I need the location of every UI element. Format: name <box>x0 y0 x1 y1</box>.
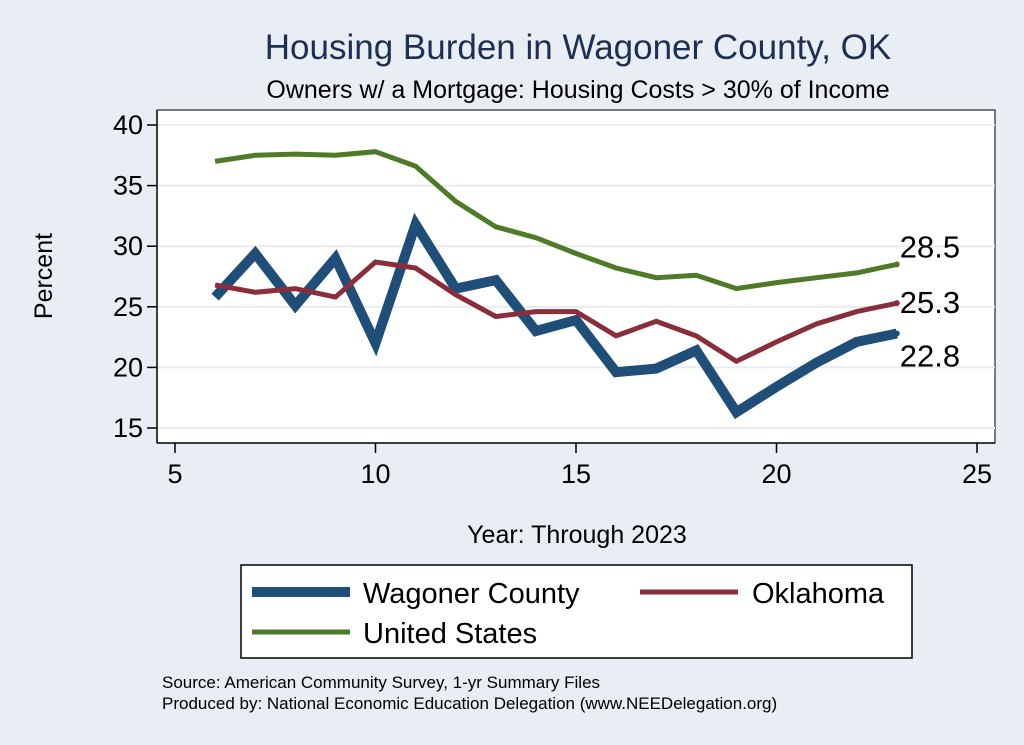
series-lines <box>211 149 900 420</box>
end-label-united-states: 28.5 <box>900 229 960 264</box>
series-line-oklahoma <box>214 259 898 365</box>
source-note: Source: American Community Survey, 1-yr … <box>162 673 600 692</box>
x-axis-title: Year: Through 2023 <box>467 521 687 549</box>
legend-label-wagoner-county: Wagoner County <box>363 578 580 610</box>
x-tick-label-25: 25 <box>962 459 992 489</box>
y-axis-ticks: 15 20 25 30 35 40 <box>113 110 157 443</box>
y-tick-label-15: 15 <box>113 413 143 443</box>
chart-title: Housing Burden in Wagoner County, OK <box>265 28 891 67</box>
y-tick-label-25: 25 <box>113 292 143 322</box>
end-value-labels: 22.8 25.3 28.5 <box>900 229 960 373</box>
x-tick-label-15: 15 <box>561 459 591 489</box>
y-tick-label-30: 30 <box>113 231 143 261</box>
y-tick-label-40: 40 <box>113 110 143 140</box>
plot-area <box>156 109 996 444</box>
end-label-oklahoma: 25.3 <box>900 285 960 320</box>
series-line-wagoner-county <box>211 212 898 420</box>
chart-subtitle: Owners w/ a Mortgage: Housing Costs > 30… <box>266 76 889 104</box>
series-end-point-oklahoma <box>893 300 900 307</box>
legend-box <box>240 564 913 659</box>
x-tick-label-10: 10 <box>360 459 390 489</box>
y-tick-label-20: 20 <box>113 352 143 382</box>
x-axis-ticks: 5 10 15 20 25 <box>167 443 992 489</box>
end-label-wagoner-county: 22.8 <box>900 338 960 373</box>
producer-note: Produced by: National Economic Education… <box>162 694 777 713</box>
x-tick-label-5: 5 <box>167 459 182 489</box>
series-end-point-united-states <box>893 261 900 268</box>
y-axis-title: Percent <box>30 233 58 319</box>
legend: Wagoner County Oklahoma United States <box>240 564 913 659</box>
series-line-united-states <box>214 149 898 292</box>
y-tick-label-35: 35 <box>113 171 143 201</box>
x-tick-label-20: 20 <box>761 459 791 489</box>
legend-label-oklahoma: Oklahoma <box>752 578 885 610</box>
legend-label-united-states: United States <box>363 618 537 650</box>
series-end-point-wagoner-county <box>893 330 900 337</box>
